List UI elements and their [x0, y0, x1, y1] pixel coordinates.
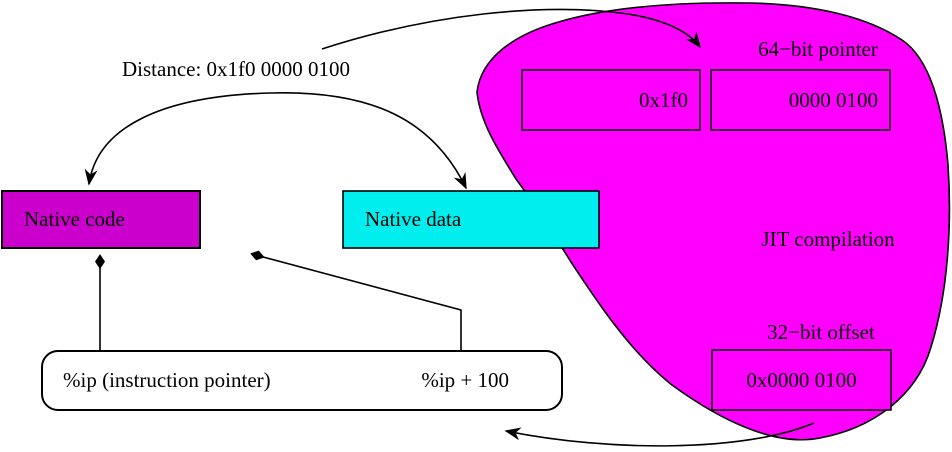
- distance-to-pointer-arrow: [321, 8, 701, 50]
- offset-to-ip-arrow: [504, 422, 815, 447]
- ip-plus-connector: [250, 250, 462, 351]
- pointer-high-box: [521, 69, 701, 131]
- pointer-high-value: 0x1f0: [639, 87, 688, 112]
- native-code-label: Native code: [24, 207, 125, 231]
- distance-arc-arrow: [84, 92, 467, 190]
- ip-box-row: %ip (instruction pointer) %ip + 100: [42, 351, 562, 410]
- pointer-low-value: 0000 0100: [788, 87, 878, 112]
- ip-label: %ip (instruction pointer): [63, 368, 271, 392]
- ip-plus-label: %ip + 100: [421, 368, 509, 392]
- native-data-label: Native data: [365, 207, 462, 231]
- native-code-box: [1, 190, 201, 249]
- jit-compilation-label: JIT compilation: [761, 227, 895, 251]
- pointer-title-label: 64−bit pointer: [758, 37, 878, 61]
- offset-value: 0x0000 0100: [746, 367, 857, 392]
- native-data-box: [342, 190, 600, 249]
- distance-label: Distance: 0x1f0 0000 0100: [122, 57, 351, 81]
- offset-box: [711, 349, 892, 411]
- offset-title-label: 32−bit offset: [767, 320, 875, 344]
- ip-box: [41, 350, 563, 411]
- pointer-low-box: [710, 69, 891, 131]
